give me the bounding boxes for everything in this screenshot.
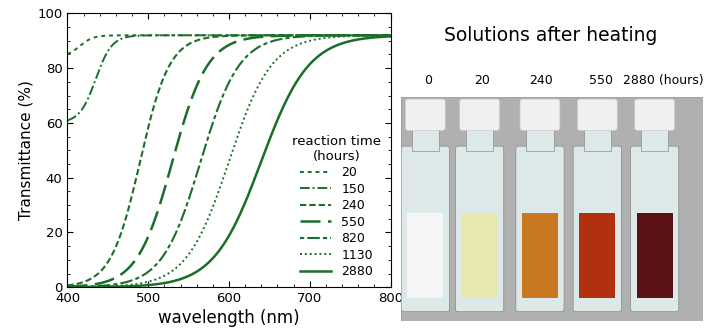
Text: 2880 (hours): 2880 (hours) — [623, 74, 704, 87]
Bar — [526, 128, 554, 151]
FancyBboxPatch shape — [405, 99, 445, 130]
FancyBboxPatch shape — [515, 146, 564, 312]
Bar — [584, 128, 611, 151]
Bar — [408, 213, 443, 298]
FancyBboxPatch shape — [635, 99, 674, 130]
Bar — [641, 128, 668, 151]
FancyBboxPatch shape — [577, 99, 617, 130]
Bar — [412, 128, 439, 151]
Legend: 20, 150, 240, 550, 820, 1130, 2880: 20, 150, 240, 550, 820, 1130, 2880 — [292, 135, 381, 278]
FancyBboxPatch shape — [630, 146, 679, 312]
Text: Solutions after heating: Solutions after heating — [444, 26, 657, 44]
Bar — [466, 128, 493, 151]
FancyBboxPatch shape — [459, 99, 500, 130]
Bar — [462, 213, 498, 298]
Y-axis label: Transmittance (%): Transmittance (%) — [18, 80, 33, 220]
X-axis label: wavelength (nm): wavelength (nm) — [158, 309, 300, 327]
FancyBboxPatch shape — [573, 146, 621, 312]
Bar — [637, 213, 673, 298]
Text: 0: 0 — [424, 74, 432, 87]
FancyBboxPatch shape — [401, 146, 449, 312]
FancyBboxPatch shape — [456, 146, 504, 312]
Text: 240: 240 — [530, 74, 553, 87]
Text: 20: 20 — [474, 74, 490, 87]
Bar — [579, 213, 616, 298]
FancyBboxPatch shape — [520, 99, 560, 130]
Bar — [522, 213, 558, 298]
Text: 550: 550 — [589, 74, 613, 87]
